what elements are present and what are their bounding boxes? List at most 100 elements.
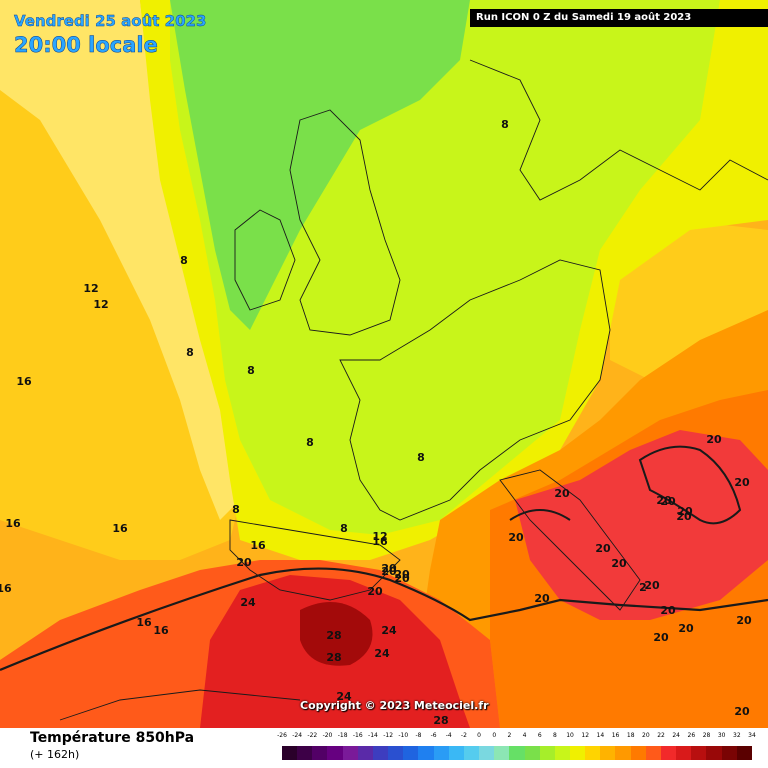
legend-tick-label: 14 [596, 732, 605, 739]
legend-tick-label: -6 [430, 732, 437, 739]
legend-swatch [706, 746, 722, 760]
legend-swatch [479, 746, 495, 760]
legend-tick-label: 16 [611, 732, 620, 739]
contour-label: 20 [736, 614, 752, 627]
contour-label: 20 [653, 631, 669, 644]
legend-swatch [342, 746, 358, 760]
band-14 [0, 80, 240, 560]
legend-swatch [539, 746, 555, 760]
legend-ticks: -26 -24 -22 -20 -18 -16 -14 -12 -10 -8 -6 -4 -2 0 0 2 4 6… [277, 732, 756, 744]
contour-label: 12 [83, 282, 98, 295]
legend-tick-label: 28 [702, 732, 711, 739]
contour-label: 20 [734, 476, 750, 489]
contour-label: 16 [0, 582, 12, 595]
legend-swatch [509, 746, 525, 760]
contour-label: 20 [660, 495, 676, 508]
contour-label: 8 [501, 118, 509, 131]
copyright-notice: Copyright © 2023 Meteociel.fr [300, 699, 489, 712]
legend-swatch [372, 746, 389, 760]
band-28-core [300, 602, 373, 666]
legend-tick-label: -2 [460, 732, 467, 739]
legend-tick-label: -4 [445, 732, 452, 739]
legend-swatch [736, 746, 752, 760]
legend-tick-label: 12 [581, 732, 590, 739]
lead-time-label: (+ 162h) [30, 748, 80, 761]
contour-label: 20 [611, 557, 627, 570]
legend-swatch [418, 746, 434, 760]
legend-swatch [721, 746, 737, 760]
legend-swatch [645, 746, 661, 760]
contour-label: 8 [247, 364, 255, 377]
model-run-banner: Run ICON 0 Z du Samedi 19 août 2023 [470, 9, 768, 27]
contour-label: 28 [326, 651, 341, 664]
legend-tick-label: 34 [748, 732, 756, 739]
legend-swatch [554, 746, 570, 760]
legend-tick-label: 2 [507, 732, 512, 739]
legend-tick-label: 18 [626, 732, 635, 739]
contour-label: 2 [639, 581, 647, 594]
contour-label: 20 [678, 622, 694, 635]
legend-swatch [676, 746, 692, 760]
contour-label: 20 [644, 579, 660, 592]
legend-tick-label: 4 [522, 732, 527, 739]
contour-label: 8 [186, 346, 194, 359]
legend-tick-label: 8 [552, 732, 557, 739]
contour-label: 16 [16, 375, 32, 388]
legend-swatch [524, 746, 540, 760]
legend-bar [282, 746, 752, 760]
coastlines [0, 59, 768, 721]
legend-tick-label: 20 [642, 732, 650, 739]
contour-label: 8 [180, 254, 188, 267]
legend-swatch [585, 746, 601, 760]
legend-tick-label: 6 [537, 732, 542, 739]
legend-tick-label: 10 [566, 732, 574, 739]
contour-label: 8 [306, 436, 314, 449]
contour-label: 24 [374, 647, 390, 660]
legend-swatch [494, 746, 510, 760]
contour-label: 8 [232, 503, 240, 516]
legend-tick-label: -8 [415, 732, 422, 739]
legend-tick-label: 24 [672, 732, 680, 739]
contour-label: 20 [534, 592, 550, 605]
contour-label: 20 [660, 604, 676, 617]
legend-tick-label: 0 [492, 732, 497, 739]
contour-label: 8 [340, 522, 348, 535]
contour-label: 16 [153, 624, 169, 637]
contour-label: 16 [372, 535, 388, 548]
legend-tick-label: -16 [352, 732, 363, 739]
contour-label: 20 [734, 705, 750, 718]
contour-label: 24 [381, 624, 397, 637]
contour-label: 20 [394, 572, 410, 585]
legend-tick-label: 30 [717, 732, 726, 739]
parameter-label: Température 850hPa [30, 730, 195, 746]
contour-label: 8 [417, 451, 425, 464]
color-legend: -26 -24 -22 -20 -18 -16 -14 -12 -10 -8 -6 -4 -2 0 0 2 4 6… [277, 732, 756, 766]
forecast-time: 20:00 locale [14, 33, 158, 58]
legend-swatch [448, 746, 464, 760]
legend-tick-label: -22 [307, 732, 318, 739]
legend-tick-label: 0 [477, 732, 481, 739]
legend-swatch [357, 746, 373, 760]
legend-swatch [312, 746, 328, 760]
legend-tick-label: -10 [398, 732, 409, 739]
contour-label: 20 [381, 562, 397, 575]
contour-label: 24 [240, 596, 256, 609]
map-footer: Température 850hPa (+ 162h) -26 -24 -22 -20… [0, 728, 768, 768]
contour-label: 28 [326, 629, 341, 642]
legend-swatch [463, 746, 480, 760]
legend-tick-label: -14 [368, 732, 378, 739]
contour-label: 16 [5, 517, 21, 530]
legend-swatch [615, 746, 631, 760]
legend-tick-label: -18 [337, 732, 348, 739]
legend-swatch [403, 746, 419, 760]
contour-label: 20 [554, 487, 570, 500]
band-6 [170, 0, 470, 330]
legend-swatch [600, 746, 616, 760]
contour-label: 20 [676, 510, 692, 523]
legend-swatch [630, 746, 646, 760]
legend-swatch [297, 746, 313, 760]
band-12 [0, 0, 240, 520]
